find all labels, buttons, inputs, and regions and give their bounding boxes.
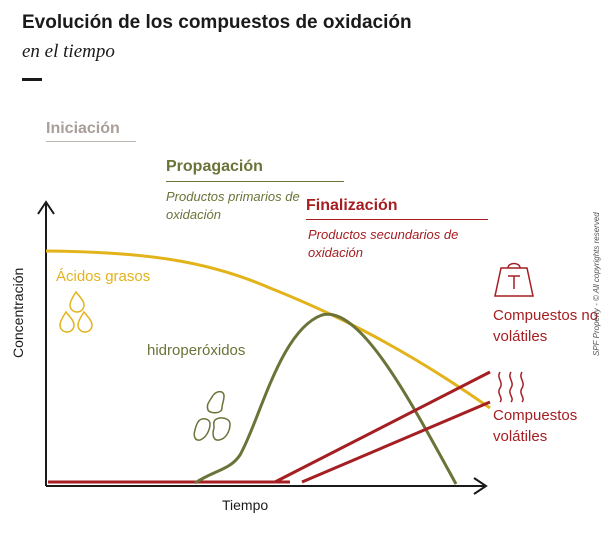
flakes-icon — [193, 390, 231, 441]
x-axis-arrow — [473, 477, 488, 495]
volatile-label: Compuestos volátiles — [493, 407, 578, 445]
copyright-notice: SPF Property - © All copyrights reserved — [592, 212, 601, 356]
phase-propagation-rule — [166, 181, 344, 182]
volatile-line — [301, 400, 491, 484]
phase-initiation-rule — [46, 141, 136, 142]
y-axis-arrow — [37, 200, 55, 215]
vapor-icon — [498, 371, 524, 403]
y-axis-label: Concentración — [10, 267, 26, 358]
weight-icon — [494, 262, 534, 297]
phase-propagation-sublabel: Productos primarios de oxidación — [166, 189, 300, 222]
x-axis-label: Tiempo — [222, 497, 269, 513]
non-volatile-line — [274, 370, 491, 484]
phase-finalization-sublabel: Productos secundarios de oxidación — [308, 227, 459, 260]
page-title: Evolución de los compuestos de oxidación — [22, 12, 412, 33]
phase-finalization-label: Finalización — [306, 197, 398, 214]
phase-propagation-label: Propagación — [166, 158, 263, 175]
hydroperoxides-label: hidroperóxidos — [147, 342, 246, 359]
title-divider — [22, 78, 42, 81]
phase-finalization-rule — [306, 219, 488, 220]
phase-initiation-label: Iniciación — [46, 120, 120, 137]
droplets-icon — [59, 290, 93, 333]
fatty-acids-label: Ácidos grasos — [56, 268, 151, 285]
hydroperoxides-curve — [194, 312, 458, 485]
non-volatile-label: Compuestos no volátiles — [493, 307, 599, 345]
page-subtitle: en el tiempo — [22, 41, 115, 62]
fatty-acids-curve — [45, 249, 491, 410]
